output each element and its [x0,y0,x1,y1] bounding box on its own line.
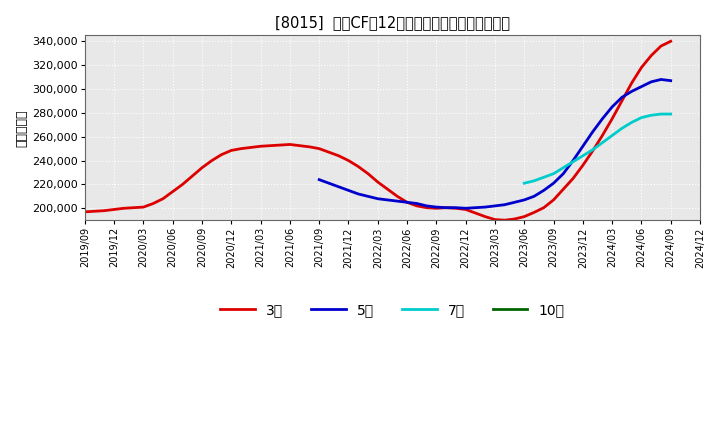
7年 [588,147,597,153]
5年 [374,196,382,202]
5年 [325,180,333,186]
5年 [413,201,421,206]
5年 [490,203,499,209]
5年 [530,194,539,199]
5年 [315,177,323,182]
5年 [500,202,509,207]
7年 [627,120,636,125]
7年 [637,115,646,120]
3年 [198,165,207,170]
5年 [618,95,626,100]
5年 [588,129,597,135]
5年 [402,200,411,205]
7年 [569,159,577,165]
3年 [432,205,441,211]
5年 [647,79,655,84]
Line: 3年: 3年 [85,41,671,220]
7年 [667,111,675,117]
3年 [500,217,509,223]
5年 [510,200,519,205]
5年 [471,205,480,210]
5年 [451,205,460,210]
7年 [618,126,626,131]
3年 [217,152,226,157]
5年 [481,205,490,210]
Y-axis label: （百万円）: （百万円） [15,109,28,147]
7年 [539,175,548,180]
7年 [549,171,558,176]
3年 [667,39,675,44]
5年 [608,104,616,110]
5年 [520,197,528,202]
Title: [8015]  営業CFだ12か月移動合計の平均値の推移: [8015] 営業CFだ12か月移動合計の平均値の推移 [275,15,510,30]
5年 [442,205,451,210]
7年 [520,180,528,186]
5年 [549,180,558,186]
Line: 7年: 7年 [524,114,671,183]
5年 [432,205,441,210]
5年 [559,171,567,176]
5年 [344,188,353,193]
5年 [334,184,343,190]
5年 [637,84,646,89]
5年 [657,77,665,82]
Line: 5年: 5年 [319,80,671,208]
7年 [647,113,655,118]
5年 [393,198,402,204]
3年 [393,194,402,199]
5年 [462,205,470,211]
3年 [598,133,607,138]
5年 [539,188,548,193]
5年 [364,194,372,199]
5年 [423,203,431,209]
5年 [598,116,607,121]
5年 [578,143,587,149]
7年 [598,140,607,145]
3年 [286,142,294,147]
7年 [608,133,616,138]
5年 [627,89,636,94]
5年 [383,197,392,202]
7年 [559,165,567,170]
5年 [569,158,577,163]
7年 [530,178,539,183]
3年 [81,209,89,214]
Legend: 3年, 5年, 7年, 10年: 3年, 5年, 7年, 10年 [215,297,570,323]
5年 [667,78,675,83]
5年 [354,191,363,197]
7年 [657,111,665,117]
7年 [578,153,587,158]
